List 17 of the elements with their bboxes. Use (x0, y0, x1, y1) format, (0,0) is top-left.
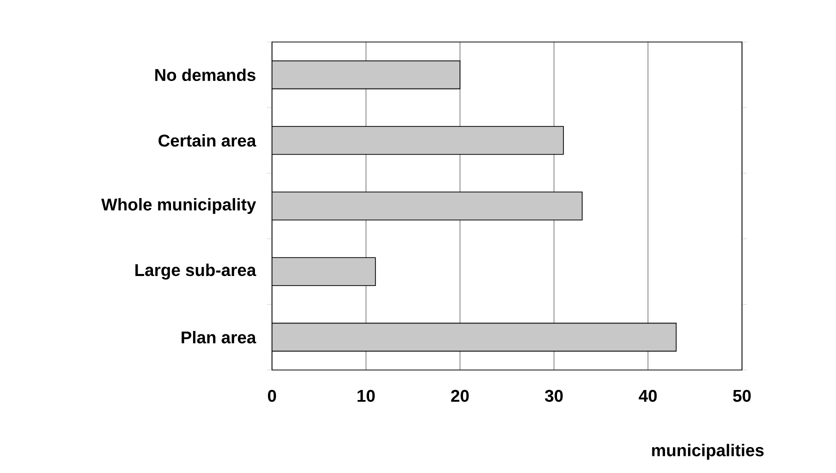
x-tick-label: 40 (638, 390, 657, 402)
y-tick-label: Large sub-area (135, 264, 256, 280)
y-tick-label: Whole municipality (101, 198, 256, 214)
bar (272, 192, 583, 220)
y-tick-label: Plan area (182, 330, 256, 344)
x-tick-label: 50 (733, 390, 751, 402)
x-tick-label: 0 (268, 390, 276, 402)
bar (272, 257, 376, 286)
y-tick-label: Certain area (158, 134, 256, 147)
bar (272, 322, 677, 352)
x-axis-title: municipalities (652, 444, 764, 460)
bar (272, 126, 564, 155)
y-tick-label: No demands (155, 68, 256, 82)
x-tick-label: 20 (451, 390, 469, 402)
x-tick-label: 30 (544, 390, 563, 402)
x-tick-label: 10 (358, 390, 375, 402)
bar (272, 60, 460, 90)
